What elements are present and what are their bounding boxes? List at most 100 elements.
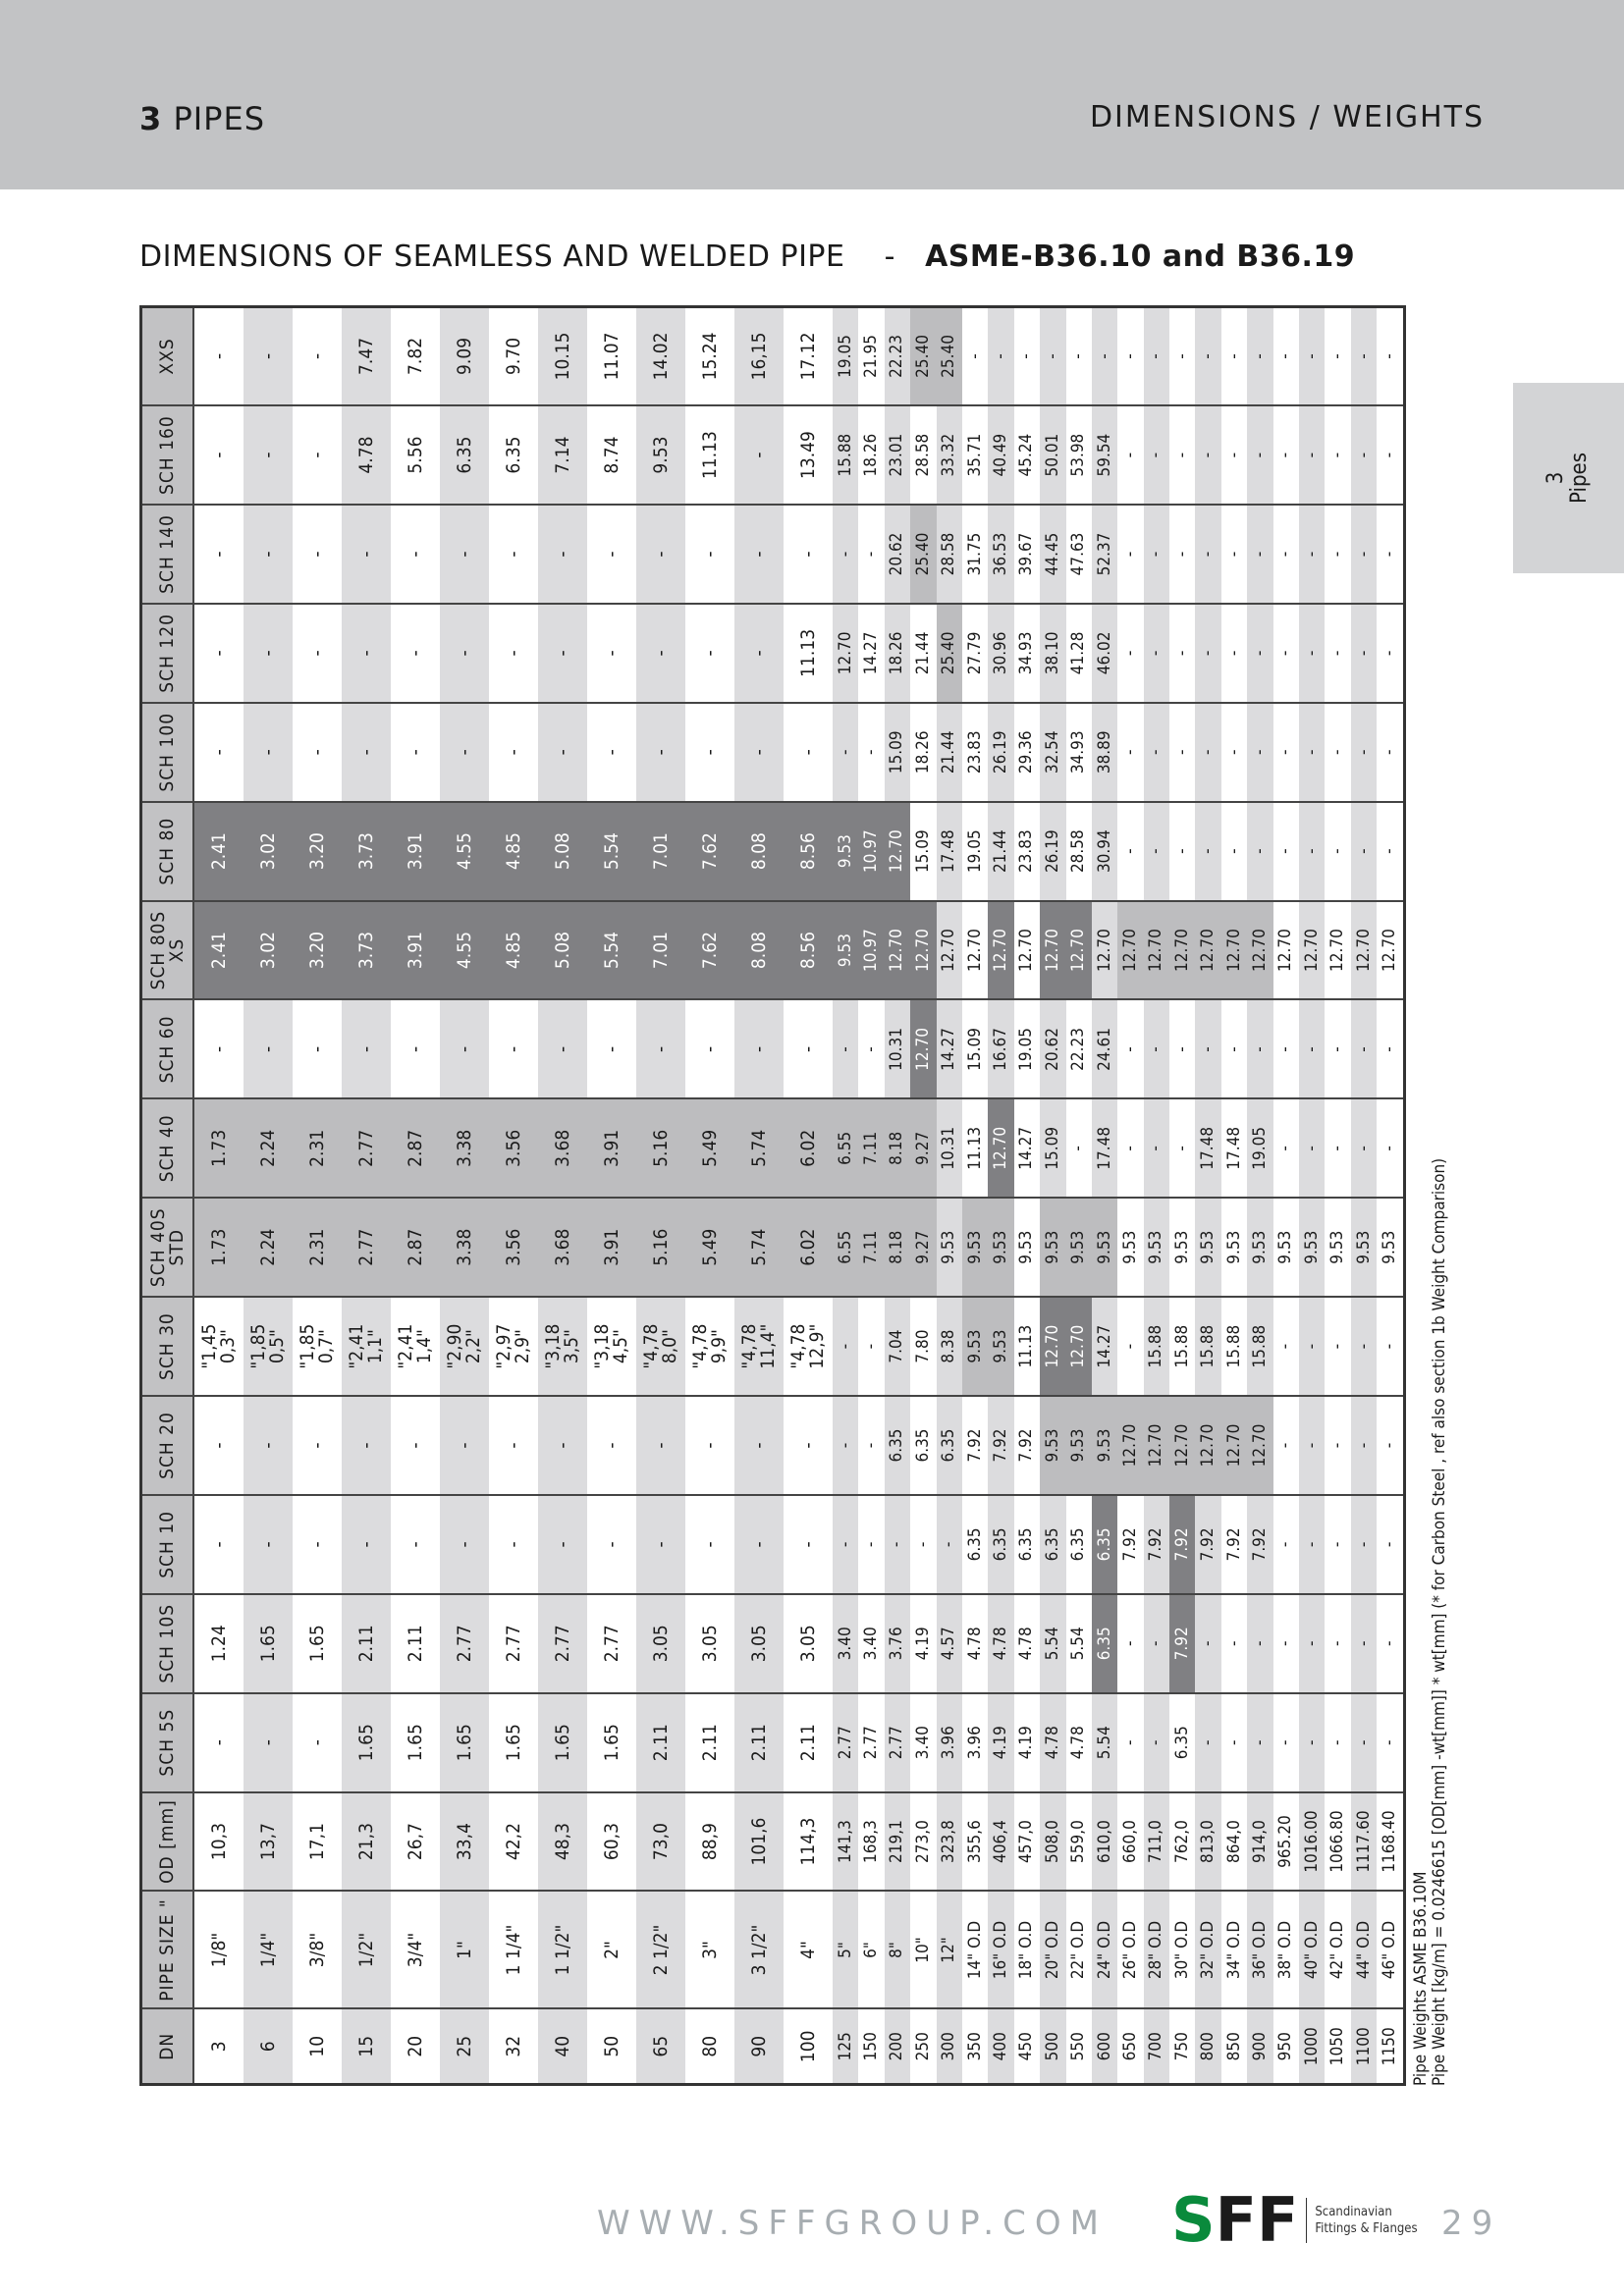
table-cell: 219,1 — [884, 1791, 911, 1892]
table-cell: - — [1169, 505, 1196, 604]
table-cell: - — [734, 1494, 784, 1594]
table-cell: 4.19 — [1013, 1692, 1041, 1792]
table-cell: 700 — [1143, 2008, 1170, 2085]
table-cell: - — [1350, 1297, 1378, 1397]
table-cell: 7.11 — [858, 1198, 885, 1298]
table-cell: 6.35 — [1091, 1494, 1118, 1594]
table-cell: 18.26 — [910, 702, 937, 802]
table-cell: 20.62 — [1040, 999, 1066, 1099]
table-cell: 12.70 — [884, 900, 911, 1000]
table-cell: - — [440, 999, 489, 1099]
table-cell: - — [538, 1396, 587, 1495]
table-cell: 23.01 — [884, 405, 911, 506]
table-cell: 9.53 — [1143, 1198, 1170, 1298]
table-cell: 15.09 — [884, 702, 911, 802]
table-cell: - — [1377, 1593, 1405, 1693]
table-row: 550 22" O.D 559,0 4.78 5.54 6.35 9.53 12.70 9.53… — [1065, 306, 1092, 2085]
table-cell: 22.23 — [1065, 999, 1092, 1099]
footnote-standard: Pipe Weights ASME B36.10M — [1411, 1871, 1431, 2086]
table-cell: 2" — [587, 1891, 636, 2009]
table-cell: - — [1169, 603, 1196, 703]
table-cell: 25.40 — [936, 603, 962, 703]
table-cell: - — [489, 999, 538, 1099]
table-cell: 1" — [440, 1891, 489, 2009]
table-cell: 5.16 — [636, 1198, 685, 1298]
table-cell: 21.95 — [858, 306, 885, 406]
table-cell: - — [440, 1396, 489, 1495]
website-link[interactable]: WWW.SFFGROUP.COM — [597, 2204, 1108, 2243]
table-cell: 45.24 — [1013, 405, 1041, 506]
table-cell: - — [1272, 801, 1300, 901]
table-cell: 5.74 — [734, 1098, 784, 1199]
table-cell: 9.27 — [910, 1098, 937, 1199]
table-cell: - — [1377, 505, 1405, 604]
table-cell: - — [244, 1692, 293, 1792]
table-row: 950 38" O.D 965.20- - - - -9.53- -12.70- - - - - - — [1272, 306, 1300, 2085]
table-cell: "4,78 9,9" — [685, 1297, 734, 1397]
table-cell: - — [1143, 1692, 1170, 1792]
table-cell: 500 — [1040, 2008, 1066, 2085]
column-header: SCH 20 — [140, 1396, 193, 1495]
table-cell: 7.47 — [342, 306, 391, 406]
table-cell: 7.11 — [858, 1098, 885, 1199]
table-cell: 1 1/2" — [538, 1891, 587, 2009]
table-cell: - — [293, 1692, 342, 1792]
table-cell: - — [833, 1396, 859, 1495]
table-cell: 22.23 — [884, 306, 911, 406]
table-cell: 1.65 — [489, 1692, 538, 1792]
table-cell: - — [1377, 801, 1405, 901]
table-cell: - — [1377, 603, 1405, 703]
table-cell: 10.31 — [936, 1098, 962, 1199]
table-cell: "4,78 8,0" — [636, 1297, 685, 1397]
side-tab-text: Pipes — [1567, 452, 1592, 505]
table-cell: 9.53 — [961, 1198, 989, 1298]
title-standard: ASME-B36.10 and B36.19 — [925, 240, 1356, 274]
table-row: 1150 46" O.D 1168.40- - - - -9.53- -12.70- - - - - - — [1377, 306, 1405, 2085]
section-side-tab[interactable]: 3 Pipes — [1513, 383, 1624, 573]
table-cell: 44.45 — [1040, 505, 1066, 604]
table-cell: 34.93 — [1065, 702, 1092, 802]
table-cell: - — [1272, 1396, 1300, 1495]
table-row: 65 2 1/2" 73,0 2.11 3.05- - "4,78 8,0" 5.16 5.16… — [636, 306, 685, 2085]
table-cell: 3.91 — [587, 1098, 636, 1199]
table-cell: 6.35 — [961, 1494, 989, 1594]
table-cell: - — [587, 1396, 636, 1495]
table-cell: - — [293, 1396, 342, 1495]
table-cell: 9.53 — [1325, 1198, 1351, 1298]
table-cell: 12.70 — [1117, 900, 1144, 1000]
table-cell: - — [1377, 999, 1405, 1099]
table-cell: 3.56 — [489, 1198, 538, 1298]
table-cell: 7.92 — [1169, 1494, 1196, 1594]
table-cell: - — [1220, 603, 1248, 703]
table-cell: 762,0 — [1169, 1791, 1196, 1892]
table-cell: 42,2 — [489, 1791, 538, 1892]
column-header: SCH 40 — [140, 1098, 193, 1199]
table-cell: 38.10 — [1040, 603, 1066, 703]
table-cell: 1.65 — [342, 1692, 391, 1792]
table-cell: 46.02 — [1091, 603, 1118, 703]
table-cell: - — [587, 999, 636, 1099]
table-cell: 2.77 — [833, 1692, 859, 1792]
table-cell: - — [244, 1494, 293, 1594]
table-cell: - — [193, 999, 244, 1099]
table-cell: 2.77 — [858, 1692, 885, 1792]
table-cell: 22" O.D — [1065, 1891, 1092, 2009]
column-header: OD [mm] — [140, 1791, 193, 1892]
table-cell: - — [1350, 1098, 1378, 1199]
table-cell: 12.70 — [1169, 900, 1196, 1000]
table-cell: 20.62 — [884, 505, 911, 604]
table-cell: "3,18 3,5" — [538, 1297, 587, 1397]
table-cell: 6 — [244, 2008, 293, 2085]
table-cell: 12.70 — [1272, 900, 1300, 1000]
column-header: PIPE SIZE " — [140, 1891, 193, 2009]
column-header: XXS — [140, 306, 193, 406]
table-row: 1000 40" O.D 1016.00- - - - -9.53- -12.70- - - - - - — [1299, 306, 1326, 2085]
table-cell: 15.09 — [1040, 1098, 1066, 1199]
table-cell: 15.09 — [910, 801, 937, 901]
table-cell: 36.53 — [988, 505, 1014, 604]
table-cell: - — [244, 405, 293, 506]
table-cell: 457,0 — [1013, 1791, 1041, 1892]
table-cell: 2.24 — [244, 1098, 293, 1199]
table-cell: 5.49 — [685, 1098, 734, 1199]
table-cell: - — [1220, 1593, 1248, 1693]
